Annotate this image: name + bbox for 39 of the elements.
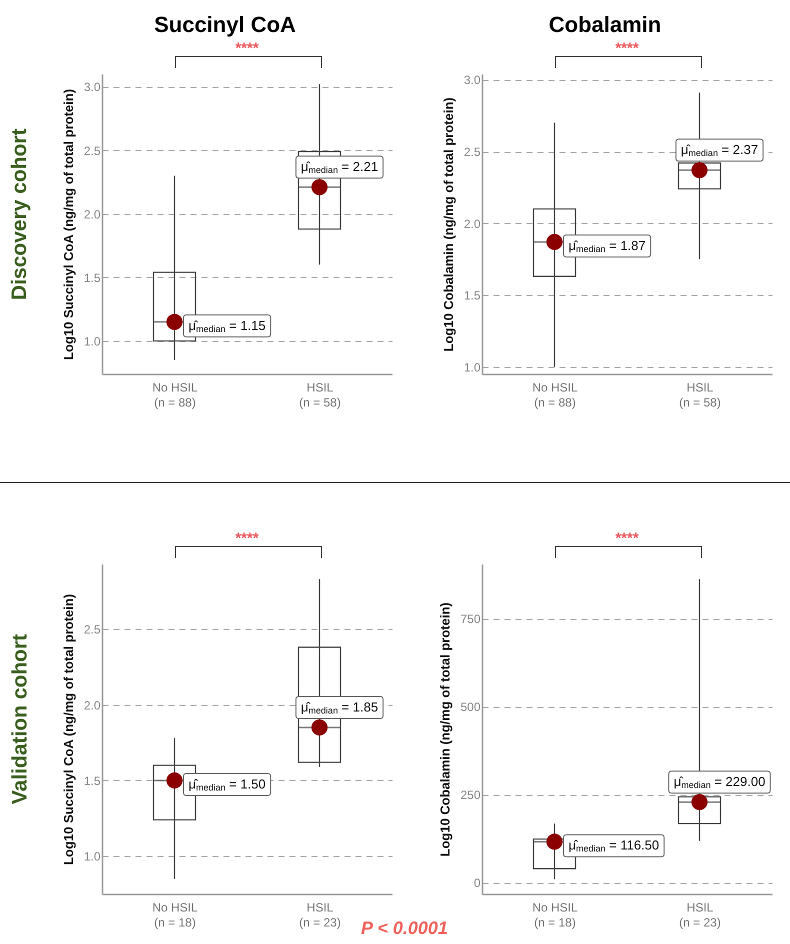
text: Validation cohort: [8, 634, 32, 804]
text: Discovery cohort: [8, 128, 32, 300]
x-tick-label: HSIL (n = 58): [299, 380, 341, 410]
y-tick-label: 1.5: [464, 288, 481, 303]
x-tick-label: No HSIL (n = 18): [532, 900, 578, 930]
y-tick-label: 2.5: [464, 145, 481, 160]
text: ****: [234, 530, 260, 547]
y-tick-label: 750: [460, 612, 481, 626]
chart-title: Cobalamin: [548, 11, 662, 39]
x-tick-label: No HSIL (n = 88): [532, 380, 578, 410]
y-tick-label: 3.0: [84, 80, 101, 94]
y-tick-label: 2.0: [464, 216, 481, 231]
y-tick-label: 3.0: [464, 73, 481, 88]
y-tick-label: 1.5: [84, 774, 101, 788]
x-tick-label: HSIL (n = 23): [299, 900, 341, 930]
y-tick-label: 2.0: [84, 698, 101, 712]
y-tick-label: 1.0: [84, 850, 101, 864]
y-tick-label: 500: [460, 700, 481, 714]
y-tick-label: 1.0: [464, 360, 481, 374]
x-tick-label: No HSIL (n = 18): [152, 900, 198, 930]
y-tick-label: 2.5: [84, 144, 101, 158]
y-tick-label: 2.5: [84, 622, 101, 637]
y-tick-label: 1.5: [84, 270, 101, 285]
y-tick-label: 250: [460, 788, 481, 802]
y-tick-label: 2.0: [84, 207, 101, 222]
x-tick-label: HSIL (n = 58): [679, 380, 721, 410]
chart-title: Succinyl CoA: [153, 11, 297, 39]
text: ****: [614, 40, 640, 57]
text: ****: [234, 40, 260, 57]
y-axis-title: Log10 Succinyl CoA (ng/mg of total protein): [60, 88, 76, 360]
y-axis-title: Log10 Cobalamin (ng/mg of total protein): [437, 602, 452, 857]
text: ****: [614, 530, 640, 547]
text: P < 0.0001: [358, 918, 451, 939]
y-tick-label: 0: [474, 876, 481, 890]
x-tick-label: HSIL (n = 23): [679, 900, 721, 930]
y-tick-label: 1.0: [84, 334, 101, 348]
x-tick-label: No HSIL (n = 88): [152, 380, 198, 410]
y-axis-title: Log10 Cobalamin (ng/mg of total protein): [440, 97, 456, 352]
y-axis-title: Log10 Succinyl CoA (ng/mg of total protein): [60, 594, 76, 866]
